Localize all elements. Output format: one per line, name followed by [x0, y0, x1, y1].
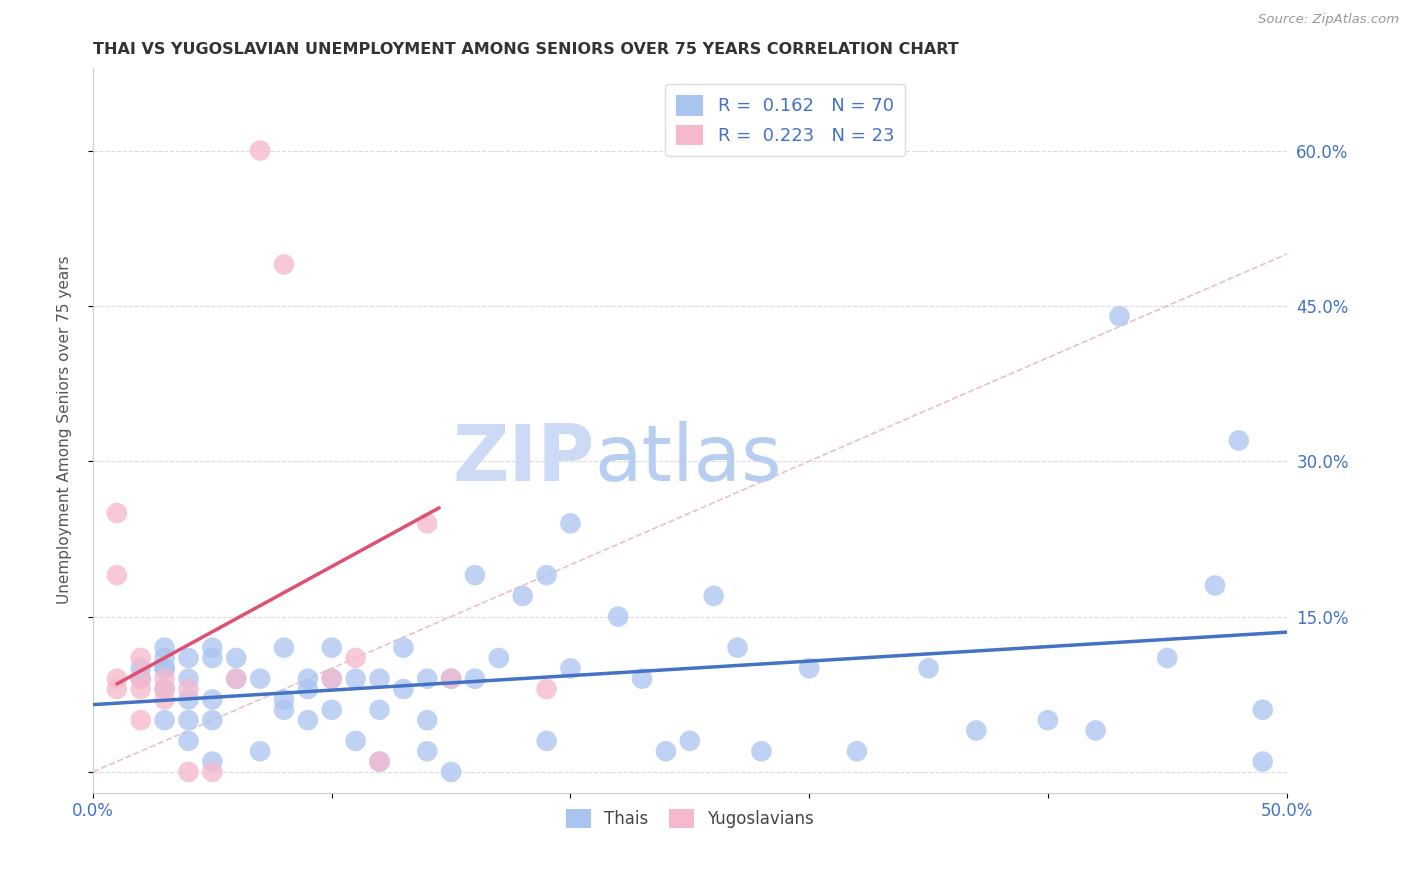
Point [416, 672, 439, 686]
Point [273, 692, 295, 706]
Point [201, 755, 224, 769]
Point [1084, 723, 1107, 738]
Point [321, 672, 343, 686]
Point [201, 764, 224, 779]
Point [917, 661, 939, 675]
Point [177, 713, 200, 727]
Point [297, 713, 319, 727]
Point [177, 682, 200, 697]
Point [153, 713, 176, 727]
Point [105, 682, 128, 697]
Point [464, 672, 486, 686]
Point [129, 661, 152, 675]
Point [153, 672, 176, 686]
Point [416, 713, 439, 727]
Point [273, 703, 295, 717]
Point [631, 672, 654, 686]
Point [177, 734, 200, 748]
Point [321, 703, 343, 717]
Point [560, 516, 582, 531]
Point [249, 744, 271, 758]
Point [392, 640, 415, 655]
Point [153, 661, 176, 675]
Y-axis label: Unemployment Among Seniors over 75 years: Unemployment Among Seniors over 75 years [58, 256, 72, 605]
Point [177, 651, 200, 665]
Point [560, 661, 582, 675]
Point [1251, 703, 1274, 717]
Text: ZIP: ZIP [453, 421, 595, 497]
Point [703, 589, 725, 603]
Point [416, 744, 439, 758]
Point [177, 764, 200, 779]
Point [440, 672, 463, 686]
Point [129, 672, 152, 686]
Point [177, 672, 200, 686]
Point [249, 144, 271, 158]
Point [249, 672, 271, 686]
Point [440, 764, 463, 779]
Point [105, 506, 128, 520]
Point [153, 651, 176, 665]
Point [321, 672, 343, 686]
Point [727, 640, 749, 655]
Point [845, 744, 868, 758]
Point [344, 734, 367, 748]
Point [392, 682, 415, 697]
Point [1204, 578, 1226, 592]
Point [464, 568, 486, 582]
Point [273, 257, 295, 271]
Point [105, 672, 128, 686]
Point [679, 734, 702, 748]
Point [536, 734, 558, 748]
Point [105, 568, 128, 582]
Point [129, 651, 152, 665]
Point [201, 692, 224, 706]
Point [1251, 755, 1274, 769]
Legend: Thais, Yugoslavians: Thais, Yugoslavians [560, 803, 820, 835]
Text: THAI VS YUGOSLAVIAN UNEMPLOYMENT AMONG SENIORS OVER 75 YEARS CORRELATION CHART: THAI VS YUGOSLAVIAN UNEMPLOYMENT AMONG S… [93, 42, 959, 57]
Point [297, 682, 319, 697]
Point [751, 744, 773, 758]
Point [344, 651, 367, 665]
Point [512, 589, 534, 603]
Point [416, 516, 439, 531]
Point [129, 713, 152, 727]
Point [129, 682, 152, 697]
Point [655, 744, 678, 758]
Point [153, 682, 176, 697]
Point [965, 723, 987, 738]
Point [440, 672, 463, 686]
Point [177, 692, 200, 706]
Point [536, 682, 558, 697]
Text: atlas: atlas [595, 421, 782, 497]
Point [153, 640, 176, 655]
Point [201, 651, 224, 665]
Point [225, 672, 247, 686]
Point [153, 692, 176, 706]
Point [368, 755, 391, 769]
Text: Source: ZipAtlas.com: Source: ZipAtlas.com [1258, 13, 1399, 27]
Point [368, 755, 391, 769]
Point [344, 672, 367, 686]
Point [321, 640, 343, 655]
Point [273, 640, 295, 655]
Point [368, 672, 391, 686]
Point [488, 651, 510, 665]
Point [1108, 310, 1130, 324]
Point [129, 672, 152, 686]
Point [1036, 713, 1059, 727]
Point [799, 661, 821, 675]
Point [1227, 434, 1250, 448]
Point [536, 568, 558, 582]
Point [225, 651, 247, 665]
Point [368, 703, 391, 717]
Point [297, 672, 319, 686]
Point [153, 682, 176, 697]
Point [153, 661, 176, 675]
Point [201, 713, 224, 727]
Point [201, 640, 224, 655]
Point [607, 609, 630, 624]
Point [1156, 651, 1178, 665]
Point [225, 672, 247, 686]
